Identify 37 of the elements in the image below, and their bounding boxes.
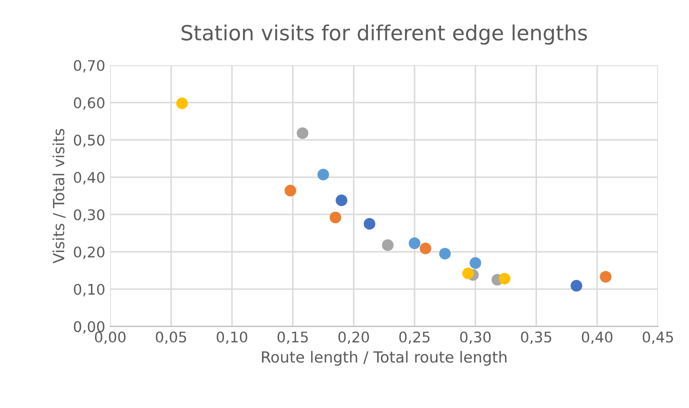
x-tick-label: 0,05 (156, 332, 186, 344)
point (462, 268, 474, 280)
x-tick-label: 0,20 (338, 332, 369, 344)
y-tick-label: 0,10 (74, 284, 104, 296)
x-axis-title: Route length / Total route length (262, 350, 506, 366)
y-tick-label: 0,50 (74, 134, 104, 148)
y-tick-label: 0,30 (74, 209, 104, 222)
point (600, 270, 612, 283)
y-tick-label: 0,60 (74, 97, 104, 110)
point (330, 212, 342, 224)
point (439, 248, 451, 260)
y-tick-label: 0,70 (74, 60, 104, 73)
point (284, 184, 296, 196)
point (296, 127, 308, 139)
point (176, 98, 188, 110)
x-tick-label: 0,10 (216, 332, 248, 344)
chart-title: Station visits for different edge lengths (182, 24, 587, 45)
y-tick-label: 0,20 (74, 246, 104, 260)
point (382, 239, 394, 251)
point (570, 280, 582, 292)
y-tick-label: 0,00 (74, 321, 104, 334)
point (317, 168, 330, 180)
point (336, 194, 348, 206)
y-tick-label: 0,40 (74, 172, 104, 184)
point (470, 257, 482, 269)
y-axis-title: Visits / Total visits (52, 128, 66, 264)
x-tick-label: 0,35 (521, 332, 552, 344)
point (408, 237, 420, 250)
point (498, 272, 510, 284)
x-tick-label: 0,25 (399, 332, 430, 344)
point (364, 218, 376, 230)
x-tick-label: 0,30 (460, 332, 491, 344)
x-tick-label: 0,45 (642, 332, 673, 344)
point (420, 242, 432, 254)
x-tick-label: 0,40 (582, 332, 612, 344)
x-tick-label: 0,15 (278, 332, 308, 344)
x-tick-label: 0,00 (94, 332, 126, 344)
